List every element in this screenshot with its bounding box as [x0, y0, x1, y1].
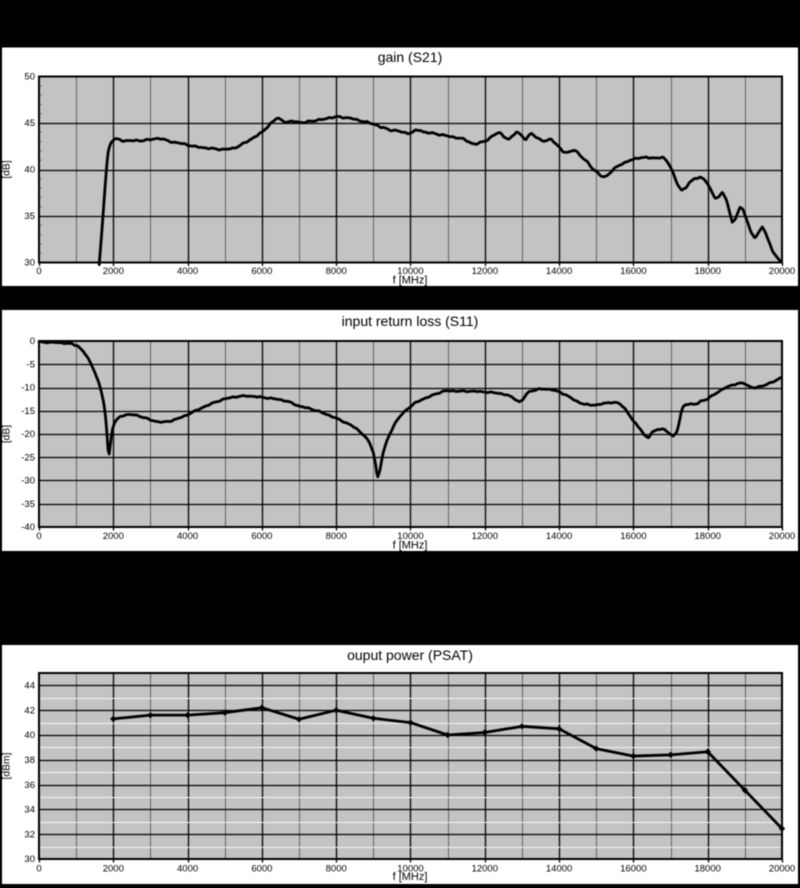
svg-text:6000: 6000: [251, 266, 272, 277]
svg-text:0: 0: [36, 863, 41, 874]
svg-text:f [MHz]: f [MHz]: [393, 275, 428, 287]
svg-text:[dBm]: [dBm]: [1, 752, 12, 779]
svg-text:-5: -5: [27, 359, 35, 370]
svg-text:4000: 4000: [177, 266, 198, 277]
svg-text:40: 40: [24, 165, 35, 176]
svg-text:12000: 12000: [472, 531, 498, 542]
svg-text:input return loss (S11): input return loss (S11): [342, 313, 479, 329]
svg-text:2000: 2000: [103, 531, 124, 542]
svg-text:0: 0: [36, 531, 41, 542]
svg-text:6000: 6000: [251, 863, 272, 874]
svg-text:-10: -10: [21, 383, 35, 394]
svg-text:0: 0: [36, 266, 41, 277]
svg-text:18000: 18000: [694, 531, 720, 542]
svg-text:f [MHz]: f [MHz]: [393, 540, 428, 552]
svg-text:4000: 4000: [177, 863, 198, 874]
svg-text:18000: 18000: [694, 863, 720, 874]
svg-text:35: 35: [24, 211, 35, 222]
svg-text:38: 38: [24, 755, 35, 766]
svg-text:18000: 18000: [694, 266, 720, 277]
svg-text:10000: 10000: [397, 531, 423, 542]
svg-text:-35: -35: [21, 499, 35, 510]
svg-text:f [MHz]: f [MHz]: [393, 871, 428, 883]
svg-text:-25: -25: [21, 452, 35, 463]
svg-text:40: 40: [24, 730, 35, 741]
svg-text:[dB]: [dB]: [1, 425, 12, 443]
svg-text:10000: 10000: [397, 863, 423, 874]
svg-text:32: 32: [24, 829, 35, 840]
svg-text:14000: 14000: [546, 266, 572, 277]
svg-text:6000: 6000: [251, 531, 272, 542]
svg-text:20000: 20000: [769, 266, 795, 277]
svg-text:14000: 14000: [546, 531, 572, 542]
svg-text:4000: 4000: [177, 531, 198, 542]
svg-text:2000: 2000: [103, 863, 124, 874]
svg-text:14000: 14000: [546, 863, 572, 874]
svg-text:30: 30: [24, 854, 35, 865]
svg-text:30: 30: [24, 258, 35, 269]
svg-text:12000: 12000: [472, 266, 498, 277]
svg-text:8000: 8000: [326, 863, 347, 874]
svg-text:gain (S21): gain (S21): [378, 49, 443, 65]
svg-text:45: 45: [24, 118, 35, 129]
svg-text:12000: 12000: [472, 863, 498, 874]
svg-text:44: 44: [24, 681, 35, 692]
svg-text:16000: 16000: [620, 266, 646, 277]
svg-text:16000: 16000: [620, 531, 646, 542]
svg-text:2000: 2000: [103, 266, 124, 277]
svg-text:-15: -15: [21, 406, 35, 417]
svg-text:-40: -40: [21, 522, 35, 533]
svg-text:8000: 8000: [326, 266, 347, 277]
svg-text:34: 34: [24, 805, 35, 816]
svg-text:20000: 20000: [769, 863, 795, 874]
svg-text:[dB]: [dB]: [1, 160, 12, 178]
svg-text:42: 42: [24, 705, 35, 716]
svg-text:16000: 16000: [620, 863, 646, 874]
svg-text:-30: -30: [21, 476, 35, 487]
svg-text:20000: 20000: [769, 531, 795, 542]
svg-text:8000: 8000: [326, 531, 347, 542]
svg-text:36: 36: [24, 780, 35, 791]
svg-text:ouput power (PSAT): ouput power (PSAT): [347, 647, 473, 663]
svg-text:50: 50: [24, 72, 35, 83]
svg-text:10000: 10000: [397, 266, 423, 277]
svg-text:-20: -20: [21, 429, 35, 440]
svg-text:0: 0: [30, 336, 35, 347]
